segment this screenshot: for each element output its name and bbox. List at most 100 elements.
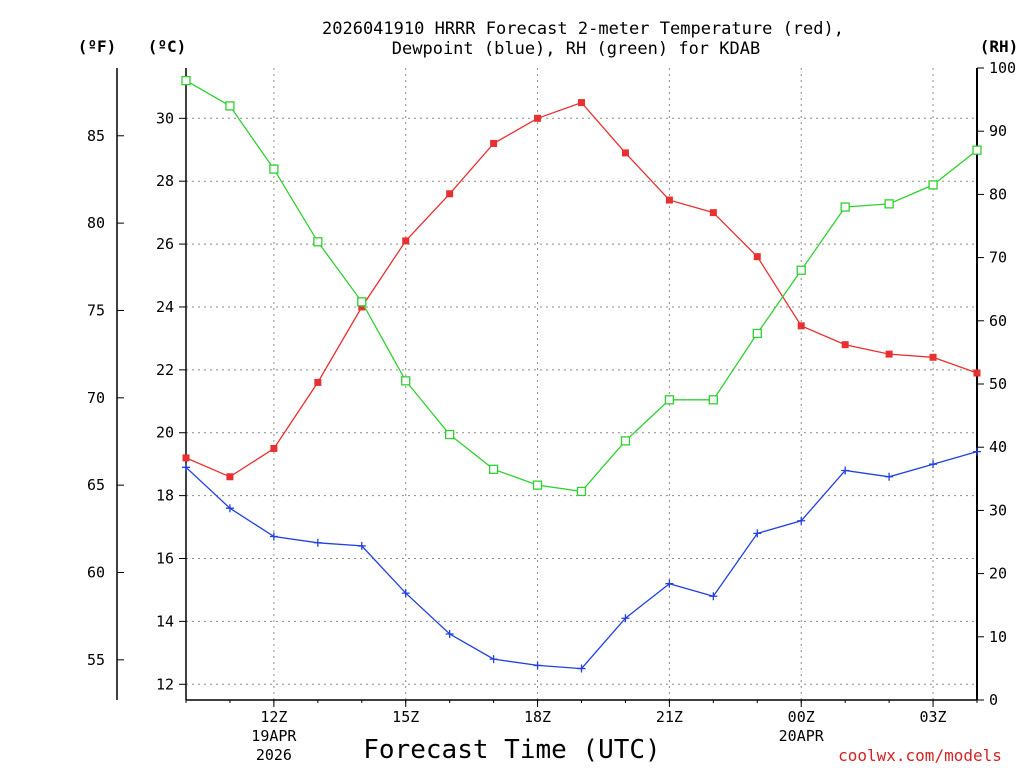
rh-point [796, 265, 806, 275]
rh-unit-label: (RH) [980, 37, 1019, 56]
rh-tick-label: 30 [989, 501, 1007, 519]
celsius-unit-label: (ºC) [148, 37, 187, 56]
fahrenheit-tick-label: 80 [87, 214, 105, 232]
fahrenheit-tick-label: 75 [87, 301, 105, 319]
rh-point [313, 237, 323, 247]
credit-link[interactable]: coolwx.com/models [838, 746, 1002, 765]
celsius-tick-label: 26 [156, 235, 174, 253]
dewpoint-line [185, 450, 978, 670]
rh-tick-label: 80 [989, 185, 1007, 203]
rh-line [185, 80, 978, 493]
series-group [181, 75, 982, 673]
dewpoint-point [401, 589, 410, 598]
x-date-label: 19APR [251, 727, 297, 745]
dewpoint-point [665, 579, 674, 588]
temperature-point [973, 369, 981, 377]
rh-tick-label: 60 [989, 312, 1007, 330]
temperature-point [709, 209, 717, 217]
dewpoint-point [621, 614, 630, 623]
dewpoint-point [709, 592, 718, 601]
rh-point [928, 180, 938, 190]
temperature-point [929, 353, 937, 361]
temperature-point [841, 341, 849, 349]
x-date-label: 20APR [779, 727, 825, 745]
rh-point [401, 376, 411, 386]
rh-point [664, 395, 675, 405]
dewpoint-point [577, 664, 586, 673]
chart-title: 2026041910 HRRR Forecast 2-meter Tempera… [322, 19, 844, 39]
temperature-point [753, 253, 761, 261]
fahrenheit-tick-label: 60 [87, 563, 105, 581]
rh-tick-label: 90 [989, 122, 1007, 140]
rh-point [532, 480, 543, 490]
rh-point [972, 145, 982, 155]
gridlines [186, 68, 977, 700]
temperature-line [185, 101, 978, 478]
fahrenheit-unit-label: (ºF) [78, 37, 117, 56]
x-year-label: 2026 [256, 746, 292, 764]
celsius-tick-label: 30 [156, 109, 174, 127]
rh-tick-label: 40 [989, 438, 1007, 456]
dewpoint-point [313, 538, 322, 547]
rh-point [752, 328, 762, 339]
dewpoint-point [841, 466, 850, 475]
temperature-point [885, 350, 893, 358]
x-tick-label: 18Z [524, 708, 551, 726]
rh-point [708, 395, 718, 405]
temperature-point [314, 378, 322, 386]
dewpoint-point [973, 447, 981, 456]
temperature-point [358, 303, 366, 311]
temperature-point [446, 190, 454, 198]
rh-point [620, 436, 631, 446]
celsius-tick-label: 24 [156, 298, 174, 316]
temperature-point [534, 114, 542, 122]
rh-point [445, 429, 455, 440]
rh-tick-label: 20 [989, 565, 1007, 583]
temperature-point [797, 322, 805, 330]
temperature-point [621, 149, 629, 157]
x-tick-label: 21Z [656, 708, 683, 726]
temperature-point [665, 196, 673, 204]
fahrenheit-tick-label: 70 [87, 389, 105, 407]
celsius-tick-label: 16 [156, 550, 174, 568]
dewpoint-point [885, 472, 894, 481]
dewpoint-point [182, 463, 190, 472]
rh-point [357, 297, 367, 307]
temperature-point [578, 99, 585, 107]
celsius-tick-label: 18 [156, 487, 174, 505]
rh-point [181, 75, 191, 86]
celsius-tick-label: 12 [156, 675, 174, 693]
dewpoint-point [357, 541, 366, 550]
chart-subtitle: Dewpoint (blue), RH (green) for KDAB [392, 39, 760, 59]
rh-tick-label: 50 [989, 375, 1007, 393]
celsius-tick-label: 20 [156, 424, 174, 442]
dewpoint-point [489, 655, 498, 664]
temperature-point [182, 454, 190, 462]
fahrenheit-tick-label: 85 [87, 127, 105, 145]
celsius-tick-label: 22 [156, 361, 174, 379]
dewpoint-point [753, 529, 762, 538]
dewpoint-point [445, 629, 454, 638]
celsius-tick-label: 14 [156, 612, 174, 630]
rh-point [576, 486, 587, 497]
x-tick-label: 03Z [920, 708, 947, 726]
dewpoint-point [797, 516, 806, 525]
rh-tick-label: 10 [989, 628, 1007, 646]
rh-tick-label: 100 [989, 59, 1016, 77]
x-tick-label: 00Z [788, 708, 815, 726]
dewpoint-point [225, 504, 234, 513]
fahrenheit-tick-label: 55 [87, 651, 105, 669]
rh-point [488, 464, 499, 474]
celsius-tick-label: 28 [156, 172, 174, 190]
temperature-point [270, 444, 278, 452]
rh-point [884, 199, 894, 209]
dewpoint-point [929, 460, 938, 469]
rh-point [840, 202, 850, 212]
rh-tick-label: 0 [989, 691, 998, 709]
dewpoint-point [533, 661, 542, 670]
rh-tick-label: 70 [989, 249, 1007, 267]
temperature-point [490, 139, 498, 147]
x-axis-label: Forecast Time (UTC) [363, 735, 660, 765]
rh-point [269, 164, 279, 174]
x-tick-label: 12Z [260, 708, 287, 726]
